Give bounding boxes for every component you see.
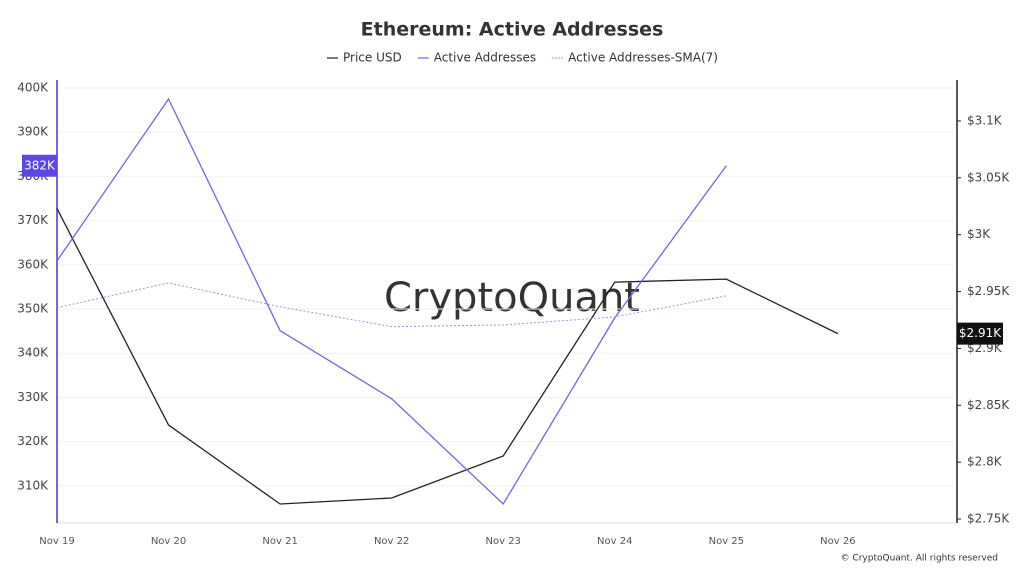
legend-label: Active Addresses <box>434 51 536 65</box>
series-line <box>56 97 727 506</box>
y-tick-label: 400K <box>17 80 49 94</box>
value-badge: $2.91K <box>957 322 1003 345</box>
y-tick-label: 350K <box>17 302 49 316</box>
x-tick-label: Nov 20 <box>151 536 186 547</box>
x-tick-label: Nov 25 <box>709 536 744 547</box>
y-tick-label: 330K <box>17 390 49 404</box>
legend-label: Active Addresses-SMA(7) <box>568 51 718 65</box>
y-tick-label: 360K <box>17 257 49 271</box>
badge-bg <box>957 322 1003 345</box>
chart-title: Ethereum: Active Addresses <box>361 19 664 41</box>
y2-tick-label: $2.8K <box>967 455 1003 469</box>
value-badge: 382K <box>22 154 57 177</box>
x-tick-label: Nov 26 <box>820 536 855 547</box>
y-tick-label: 390K <box>17 125 49 139</box>
y2-tick-label: $2.95K <box>967 284 1010 298</box>
value-label: $2.91K <box>959 326 1002 340</box>
y2-tick-label: $2.75K <box>967 512 1010 526</box>
x-tick-label: Nov 23 <box>486 536 521 547</box>
watermark: CryptoQuant <box>384 275 640 321</box>
y2-tick-label: $2.85K <box>967 398 1010 412</box>
series-line <box>56 208 839 505</box>
x-tick-label: Nov 19 <box>39 536 74 547</box>
y-tick-label: 310K <box>17 478 49 492</box>
y2-tick-label: $3.1K <box>967 113 1003 127</box>
badge-bg <box>22 154 57 177</box>
x-tick-label: Nov 22 <box>374 536 409 547</box>
legend-label: Price USD <box>343 51 402 65</box>
y-tick-label: 370K <box>17 213 49 227</box>
footer: © CryptoQuant. All rights reserved <box>841 554 998 564</box>
y2-tick-label: $3K <box>967 227 991 241</box>
y-tick-label: 320K <box>17 434 49 448</box>
y2-tick-label: $3.05K <box>967 170 1010 184</box>
series-line <box>56 282 727 328</box>
x-tick-label: Nov 21 <box>262 536 297 547</box>
legend: Price USD Active Addresses Active Addresse… <box>327 51 718 65</box>
value-label: 382K <box>24 158 56 172</box>
x-tick-label: Nov 24 <box>597 536 632 547</box>
y-tick-label: 340K <box>17 346 49 360</box>
